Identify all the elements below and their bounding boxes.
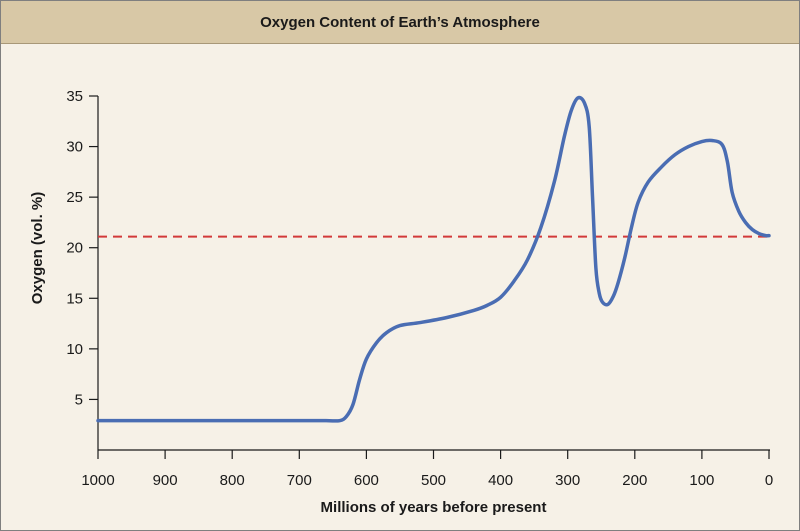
x-tick-label: 100 [689,472,714,489]
x-tick-label: 1000 [81,472,114,489]
y-tick-label: 30 [66,139,83,156]
y-tick-label: 35 [66,88,83,105]
x-tick-label: 500 [421,472,446,489]
x-tick-label: 900 [153,472,178,489]
x-tick-label: 800 [220,472,245,489]
y-axis-title: Oxygen (vol. %) [29,192,46,305]
y-axis-ticks: 5 10 15 20 25 30 35 [66,88,98,408]
x-tick-label: 700 [287,472,312,489]
y-tick-label: 25 [66,189,83,206]
x-tick-label: 300 [555,472,580,489]
y-tick-label: 20 [66,240,83,257]
y-tick-label: 15 [66,290,83,307]
x-tick-label: 0 [765,472,773,489]
x-tick-label: 400 [488,472,513,489]
chart-title: Oxygen Content of Earth’s Atmosphere [260,13,540,31]
axes [97,96,770,451]
x-axis-title: Millions of years before present [321,499,547,516]
x-tick-label: 200 [622,472,647,489]
x-tick-label: 600 [354,472,379,489]
x-axis-ticks: 1000 900 800 700 600 500 400 300 200 100 0 [81,450,773,489]
y-tick-label: 5 [75,391,83,408]
chart-header: Oxygen Content of Earth’s Atmosphere [1,1,799,44]
oxygen-series-line [96,95,771,423]
y-tick-label: 10 [66,341,83,358]
